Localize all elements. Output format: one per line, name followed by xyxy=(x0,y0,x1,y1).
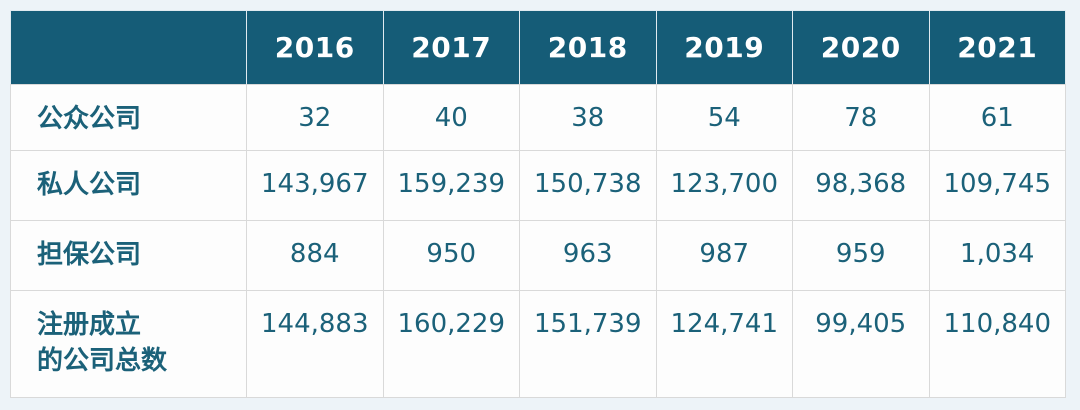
value-cell: 123,700 xyxy=(655,150,793,221)
value-cell: 144,883 xyxy=(246,290,384,398)
value-cell: 54 xyxy=(655,84,793,151)
value-cell: 38 xyxy=(519,84,657,151)
corner-header-cell xyxy=(10,10,247,85)
value-cell: 110,840 xyxy=(928,290,1066,398)
value-cell: 32 xyxy=(246,84,384,151)
company-registration-table: 2016 2017 2018 2019 2020 2021 公众公司 32 40 38 54 78 6… xyxy=(10,10,1066,398)
value-cell: 40 xyxy=(382,84,520,151)
table-row: 担保公司 884 950 963 987 959 1,034 xyxy=(10,220,1066,291)
row-label-cell: 注册成立 的公司总数 xyxy=(10,290,247,398)
table-row: 公众公司 32 40 38 54 78 61 xyxy=(10,84,1066,151)
value-cell: 98,368 xyxy=(792,150,930,221)
value-cell: 150,738 xyxy=(519,150,657,221)
value-cell: 61 xyxy=(928,84,1066,151)
value-cell: 987 xyxy=(655,220,793,291)
value-cell: 1,034 xyxy=(928,220,1066,291)
value-cell: 78 xyxy=(792,84,930,151)
header-row: 2016 2017 2018 2019 2020 2021 xyxy=(10,10,1066,85)
table-body: 公众公司 32 40 38 54 78 61 私人公司 143,967 159,239 150,73… xyxy=(10,84,1066,398)
value-cell: 963 xyxy=(519,220,657,291)
year-header-cell: 2021 xyxy=(928,10,1066,85)
value-cell: 159,239 xyxy=(382,150,520,221)
table-row: 私人公司 143,967 159,239 150,738 123,700 98,368 10… xyxy=(10,150,1066,221)
value-cell: 99,405 xyxy=(792,290,930,398)
year-header-cell: 2016 xyxy=(246,10,384,85)
value-cell: 884 xyxy=(246,220,384,291)
value-cell: 959 xyxy=(792,220,930,291)
table-header: 2016 2017 2018 2019 2020 2021 xyxy=(10,10,1066,85)
value-cell: 143,967 xyxy=(246,150,384,221)
year-header-cell: 2019 xyxy=(655,10,793,85)
value-cell: 151,739 xyxy=(519,290,657,398)
row-label-cell: 私人公司 xyxy=(10,150,247,221)
year-header-cell: 2020 xyxy=(792,10,930,85)
value-cell: 950 xyxy=(382,220,520,291)
year-header-cell: 2017 xyxy=(382,10,520,85)
value-cell: 109,745 xyxy=(928,150,1066,221)
value-cell: 124,741 xyxy=(655,290,793,398)
row-label-cell: 公众公司 xyxy=(10,84,247,151)
table-row: 注册成立 的公司总数 144,883 160,229 151,739 124,741 99… xyxy=(10,290,1066,398)
year-header-cell: 2018 xyxy=(519,10,657,85)
row-label-cell: 担保公司 xyxy=(10,220,247,291)
value-cell: 160,229 xyxy=(382,290,520,398)
